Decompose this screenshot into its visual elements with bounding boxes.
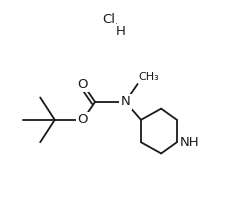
Text: Cl: Cl <box>101 13 115 26</box>
Text: N: N <box>120 95 130 108</box>
Text: H: H <box>115 25 125 38</box>
Text: CH₃: CH₃ <box>138 72 159 82</box>
Text: O: O <box>77 78 88 90</box>
Text: O: O <box>77 113 88 126</box>
Text: NH: NH <box>179 136 199 149</box>
